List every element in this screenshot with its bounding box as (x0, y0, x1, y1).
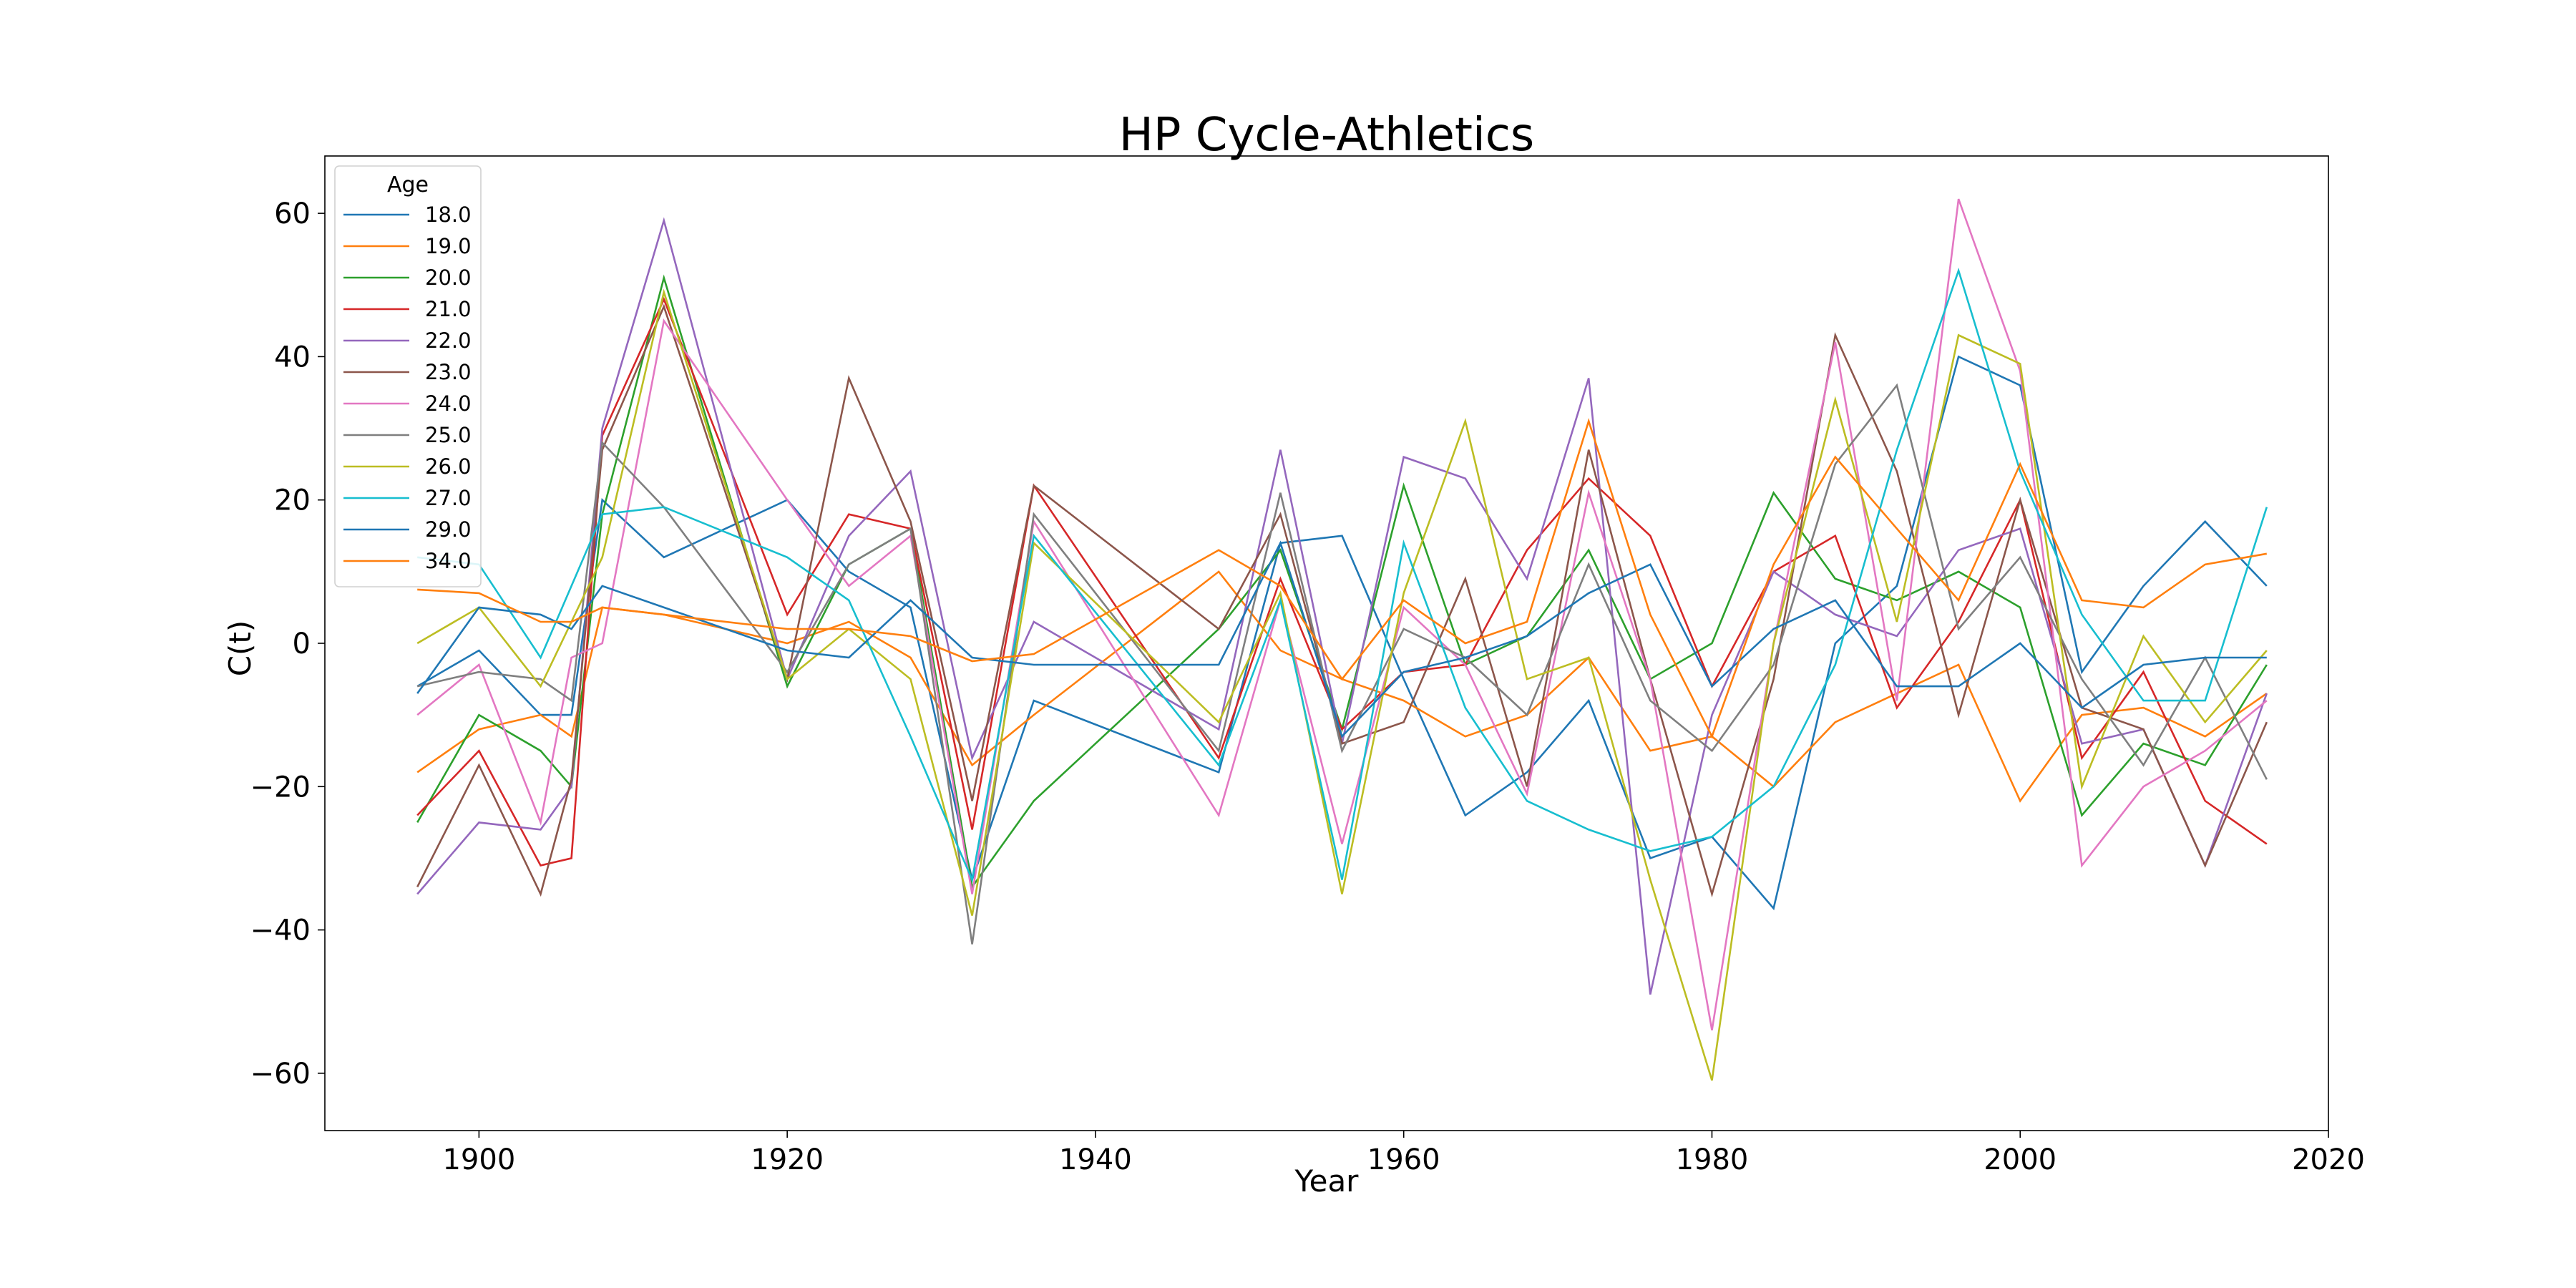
x-tick-label: 1980 (1676, 1143, 1749, 1176)
x-tick-label: 1920 (751, 1143, 824, 1176)
x-tick-label: 1940 (1059, 1143, 1132, 1176)
legend-label: 18.0 (425, 203, 472, 227)
series-line-21-0 (416, 296, 2268, 867)
y-tick-label: 0 (293, 628, 311, 660)
series-line-27-0 (417, 268, 2268, 883)
y-tick-label: 40 (274, 341, 311, 374)
x-tick-label: 2000 (1984, 1143, 2057, 1176)
series-line-34-0 (417, 418, 2268, 739)
plot-frame (324, 155, 2329, 1131)
x-tick-label: 1960 (1367, 1143, 1440, 1176)
legend-label: 19.0 (425, 234, 472, 258)
legend-label: 24.0 (425, 391, 472, 416)
series-line-26-0 (416, 288, 2268, 1081)
legend-label: 27.0 (425, 486, 472, 510)
y-tick-label: −40 (250, 914, 311, 947)
legend-label: 25.0 (425, 423, 472, 447)
legend-label: 22.0 (425, 328, 472, 353)
legend-label: 26.0 (425, 454, 472, 479)
series-layer (416, 198, 2268, 1081)
x-tick-label: 2020 (2292, 1143, 2365, 1176)
legend-label: 23.0 (425, 360, 472, 384)
legend: Age 18.0 19.0 20.0 21.0 22.0 23.0 24.0 25.0 26.0 2… (334, 165, 482, 587)
legend-title: Age (387, 172, 429, 197)
series-line-22-0 (416, 217, 2268, 995)
legend-label: 34.0 (425, 549, 472, 573)
y-tick-label: −20 (250, 771, 311, 804)
y-axis-label: C(t) (223, 620, 258, 677)
y-tick-label: 60 (274, 197, 311, 230)
series-line-18-0 (416, 355, 2268, 911)
x-axis-label: Year (1294, 1163, 1360, 1199)
legend-label: 29.0 (425, 517, 472, 542)
series-line-24-0 (416, 198, 2268, 1031)
legend-label: 20.0 (425, 265, 472, 290)
series-line-20-0 (416, 274, 2268, 889)
x-tick-label: 1900 (442, 1143, 515, 1176)
series-line-29-0 (416, 540, 2267, 738)
series-line-25-0 (416, 383, 2268, 945)
axes: 1900 1920 1940 1960 1980 2000 2020 60 40 20 0 −20 −4… (250, 155, 2365, 1176)
legend-box (334, 165, 482, 587)
y-tick-label: −60 (250, 1058, 311, 1091)
y-tick-label: 20 (274, 484, 311, 517)
series-line-23-0 (416, 303, 2268, 898)
chart-title: HP Cycle-Athletics (1119, 109, 1535, 162)
legend-label: 21.0 (425, 297, 472, 321)
